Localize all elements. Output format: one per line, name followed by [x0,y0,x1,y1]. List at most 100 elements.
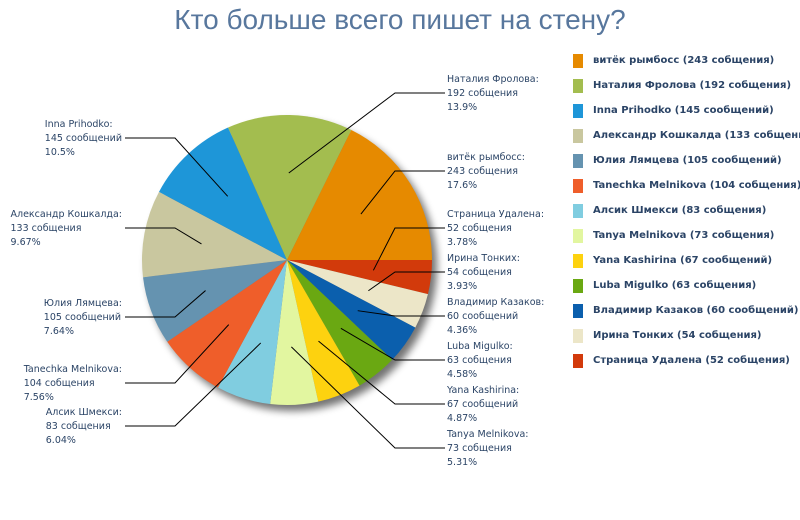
slice-label-name: Ирина Тонких: [447,253,520,264]
legend-swatch [573,279,583,293]
slice-label-percent: 4.87% [447,413,477,424]
slice-label-value: 145 сообщений [45,133,122,144]
legend-swatch [573,129,583,143]
legend-item[interactable]: Ирина Тонких (54 собщения) [573,329,800,354]
legend: витёк рымбосс (243 собщения) Наталия Фрол… [573,54,800,379]
slice-label-name: Алсик Шмекси: [46,407,122,418]
legend-swatch [573,354,583,368]
legend-item[interactable]: витёк рымбосс (243 собщения) [573,54,800,79]
legend-label: Алсик Шмекси (83 собщения) [593,205,767,216]
slice-label-name: Александр Кошкалда: [11,209,123,220]
slice-label-percent: 3.78% [447,237,477,248]
pie-slice[interactable] [287,260,360,402]
slice-label-percent: 3.93% [447,281,477,292]
slice-label-value: 63 собщения [447,355,512,366]
legend-swatch [573,204,583,218]
pie-slice[interactable] [228,115,352,260]
slice-label-value: 105 сообщений [44,312,121,323]
slice-label-value: 60 сообщений [447,311,518,322]
pie-slice[interactable] [270,260,319,405]
legend-label: Александр Кошкалда (133 собщения [593,130,800,141]
slice-label-percent: 10.5% [45,147,75,158]
legend-swatch [573,154,583,168]
leader-line [125,290,206,318]
legend-item[interactable]: Владимир Казаков (60 сообщений) [573,304,800,329]
slice-label-name: Владимир Казаков: [447,297,544,308]
leader-line [288,92,445,174]
leader-line [340,327,445,361]
leader-line [125,227,202,245]
legend-label: Luba Migulko (63 собщения) [593,280,757,291]
legend-swatch [573,329,583,343]
slice-label-name: Страница Удалена: [447,209,544,220]
slice-label-name: Tanya Melnikova: [446,429,529,440]
leader-line [125,324,230,384]
pie-slice[interactable] [167,260,287,388]
slice-label-value: 67 сообщений [447,399,518,410]
legend-label: Владимир Казаков (60 сообщений) [593,305,799,316]
legend-item[interactable]: Inna Prihodko (145 сообщений) [573,104,800,129]
slice-label-value: 133 собщения [11,223,82,234]
legend-item[interactable]: Алсик Шмекси (83 собщения) [573,204,800,229]
slice-label-name: Tanechka Melnikova: [23,364,122,375]
legend-swatch [573,54,583,68]
chart-title: Кто больше всего пишет на стену? [174,4,626,35]
slice-label-name: Юлия Лямцева: [44,298,122,309]
slice-label-value: 83 собщения [46,421,111,432]
leader-line [291,346,445,449]
legend-label: Inna Prihodko (145 сообщений) [593,105,774,116]
slice-label-value: 243 собщения [447,166,518,177]
legend-swatch [573,254,583,268]
slice-label-percent: 4.36% [447,325,477,336]
slice-label-percent: 5.31% [447,457,477,468]
legend-label: витёк рымбосс (243 собщения) [593,55,775,66]
legend-swatch [573,104,583,118]
slice-label-value: 54 собщения [447,267,512,278]
pie-slice[interactable] [142,191,287,278]
pie-slice[interactable] [287,260,428,328]
legend-label: Страница Удалена (52 собщения) [593,355,790,366]
leader-line [360,170,445,215]
slice-label-percent: 7.56% [24,392,54,403]
slice-label-percent: 4.58% [447,369,477,380]
legend-swatch [573,229,583,243]
slice-label-name: Inna Prihodko: [45,119,113,130]
pie-slice[interactable] [287,260,416,360]
pie-slice[interactable] [143,260,287,342]
legend-swatch [573,179,583,193]
leader-line [357,310,445,317]
legend-item[interactable]: Александр Кошкалда (133 собщения [573,129,800,154]
legend-item[interactable]: Luba Migulko (63 собщения) [573,279,800,304]
pie-slice[interactable] [287,260,432,295]
legend-item[interactable]: Страница Удалена (52 собщения) [573,354,800,379]
slice-label-value: 52 собщения [447,223,512,234]
legend-swatch [573,79,583,93]
legend-label: Yana Kashirina (67 сообщений) [593,255,773,266]
slice-label-percent: 6.04% [46,435,76,446]
legend-label: Наталия Фролова (192 собщения) [593,80,792,91]
slice-label-value: 104 собщения [24,378,95,389]
pie-slice[interactable] [159,127,287,261]
pie-slice[interactable] [287,260,393,386]
legend-label: Tanechka Melnikova (104 собщения) [593,180,800,191]
legend-item[interactable]: Tanechka Melnikova (104 собщения) [573,179,800,204]
slice-label-percent: 9.67% [11,237,41,248]
leader-line [368,271,445,292]
legend-item[interactable]: Юлия Лямцева (105 сообщений) [573,154,800,179]
leader-line [318,340,445,405]
slice-label-value: 192 собщения [447,88,518,99]
legend-item[interactable]: Tanya Melnikova (73 собщения) [573,229,800,254]
slice-label-value: 73 собщения [447,443,512,454]
legend-item[interactable]: Наталия Фролова (192 собщения) [573,79,800,104]
legend-label: Tanya Melnikova (73 собщения) [593,230,775,241]
slice-label-percent: 7.64% [44,326,74,337]
leader-line [125,137,229,197]
leader-line [125,342,262,427]
legend-label: Ирина Тонких (54 собщения) [593,330,762,341]
slice-label-name: витёк рымбосс: [447,152,525,163]
slice-label-name: Yana Kashirina: [446,385,519,396]
legend-item[interactable]: Yana Kashirina (67 сообщений) [573,254,800,279]
legend-swatch [573,304,583,318]
legend-label: Юлия Лямцева (105 сообщений) [593,155,782,166]
